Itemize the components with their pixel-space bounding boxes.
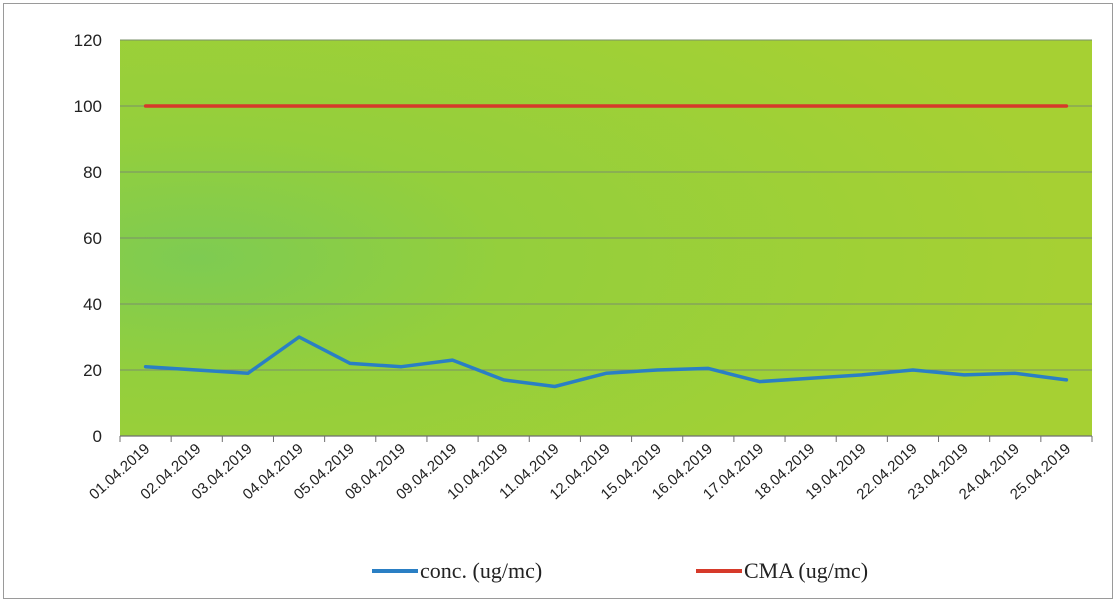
y-tick-label: 60 [83, 229, 102, 248]
y-tick-label: 80 [83, 163, 102, 182]
y-tick-label: 40 [83, 295, 102, 314]
y-tick-label: 100 [74, 97, 102, 116]
y-tick-label: 0 [93, 427, 102, 446]
y-tick-label: 120 [74, 31, 102, 50]
y-tick-label: 20 [83, 361, 102, 380]
legend-label: conc. (ug/mc) [420, 558, 542, 583]
legend-label: CMA (ug/mc) [744, 558, 868, 583]
